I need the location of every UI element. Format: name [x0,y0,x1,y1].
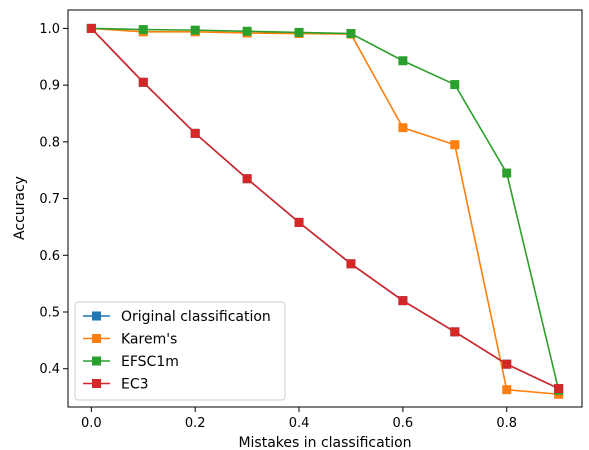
legend-swatch-marker [92,311,101,321]
data-point [502,385,512,395]
y-tick-label: 0.4 [39,362,60,377]
series-ec3 [86,23,564,394]
data-point [398,123,408,133]
legend: Original classification Karem's EFSC1m EC3 [74,301,286,401]
data-point [86,23,96,33]
data-point [398,296,408,306]
y-tick-label: 0.6 [39,249,60,264]
y-axis-ticks: 0.4 0.5 0.6 0.7 0.8 0.9 1.0 [39,22,68,377]
data-point [554,384,564,394]
data-point [190,25,200,35]
series-layer [86,23,564,399]
data-point [502,359,512,369]
legend-label: Karem's [121,332,177,348]
legend-item: EC3 [83,377,149,393]
legend-label: EFSC1m [121,354,179,370]
data-point [138,25,148,35]
y-axis-label: Accuracy [12,176,28,240]
data-point [346,259,356,269]
data-point [242,174,252,184]
data-point [294,217,304,227]
legend-swatch-marker [92,334,101,343]
y-tick-label: 0.5 [39,306,60,321]
data-point [190,128,200,138]
x-tick-label: 0.8 [496,416,517,431]
y-tick-label: 1.0 [39,22,60,37]
legend-label: Original classification [121,309,271,325]
y-tick-label: 0.9 [39,79,60,94]
legend-swatch-marker [92,379,101,388]
legend-item: Karem's [83,332,177,348]
x-tick-label: 0.6 [393,416,414,431]
x-tick-label: 0.2 [185,416,206,431]
x-tick-label: 0.4 [289,416,310,431]
data-point [294,27,304,37]
y-tick-label: 0.7 [39,192,60,207]
x-axis-ticks: 0.0 0.2 0.4 0.6 0.8 [81,407,517,431]
series-line [91,27,560,391]
legend-item: Original classification [83,309,271,325]
data-point [450,327,460,337]
data-point [450,80,460,90]
y-tick-label: 0.8 [39,135,60,150]
data-point [346,29,356,39]
legend-frame [74,301,286,401]
data-point [242,26,252,36]
legend-swatch-marker [92,356,101,366]
data-point [138,77,148,87]
legend-label: EC3 [121,377,149,393]
data-point [398,56,408,66]
plot-frame [67,9,583,408]
x-tick-label: 0.0 [81,416,102,431]
data-point [502,168,512,178]
x-axis-label: Mistakes in classification [238,435,411,450]
series-line [90,27,559,390]
data-point [450,140,460,150]
series-line [91,27,559,396]
legend-item: EFSC1m [83,354,179,370]
